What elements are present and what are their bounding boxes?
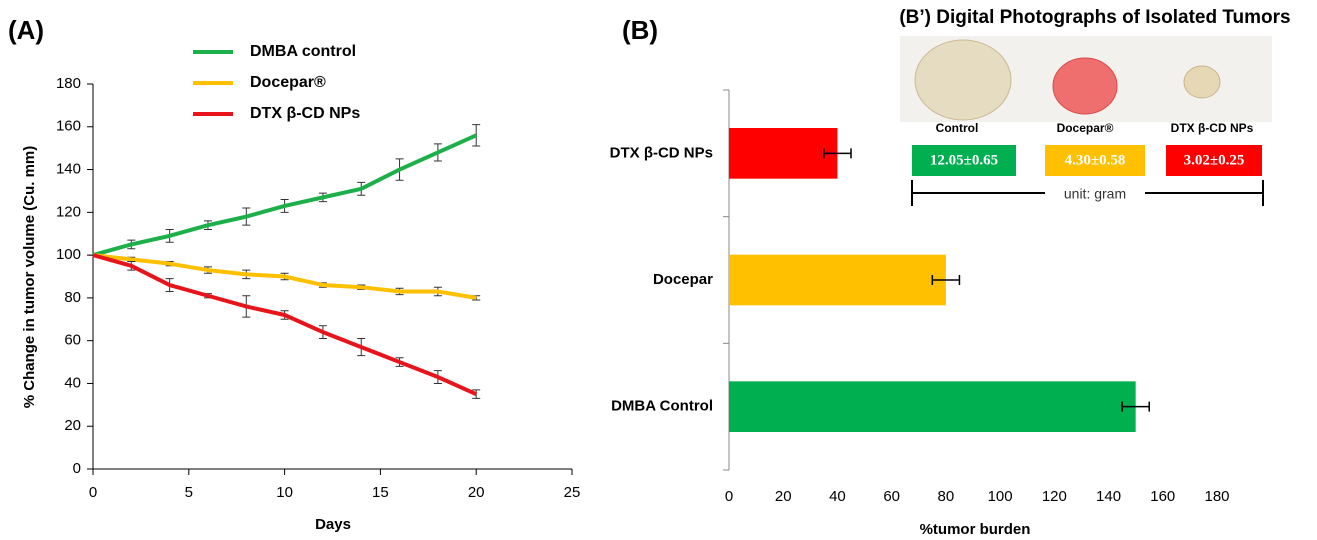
panel-label: (B) bbox=[622, 15, 658, 45]
tumor-photo bbox=[1184, 66, 1220, 98]
y-tick-label: DMBA Control bbox=[611, 398, 713, 415]
y-tick-label: 20 bbox=[64, 417, 81, 434]
weight-label: 3.02±0.25 bbox=[1184, 152, 1245, 168]
x-tick-label: 140 bbox=[1096, 488, 1121, 505]
x-tick-label: 5 bbox=[185, 484, 193, 501]
x-tick-label: 0 bbox=[725, 488, 733, 505]
legend-label: DTX β-CD NPs bbox=[250, 105, 360, 122]
x-tick-label: 20 bbox=[775, 488, 792, 505]
series-line bbox=[93, 135, 476, 255]
bar bbox=[729, 255, 946, 306]
weight-label: 4.30±0.58 bbox=[1065, 152, 1126, 168]
panel-label: (A) bbox=[8, 15, 44, 45]
x-tick-label: 25 bbox=[564, 484, 581, 501]
legend-label: DMBA control bbox=[250, 43, 356, 60]
photo-label: Control bbox=[936, 121, 979, 135]
y-axis-title: % Change in tumor volume (Cu. mm) bbox=[21, 146, 38, 409]
tumor-photo bbox=[915, 40, 1011, 120]
y-tick-label: Docepar bbox=[653, 271, 713, 288]
x-tick-label: 20 bbox=[468, 484, 485, 501]
legend-label: Docepar® bbox=[250, 74, 326, 91]
unit-label: unit: gram bbox=[1064, 186, 1126, 202]
photo-label: Docepar® bbox=[1057, 121, 1114, 135]
y-tick-label: 160 bbox=[56, 118, 81, 135]
y-tick-label: 180 bbox=[56, 75, 81, 92]
weight-label: 12.05±0.65 bbox=[930, 152, 998, 168]
x-tick-label: 0 bbox=[89, 484, 97, 501]
y-tick-label: 60 bbox=[64, 332, 81, 349]
bar bbox=[729, 381, 1136, 432]
tumor-photo bbox=[1053, 58, 1117, 114]
y-tick-label: 120 bbox=[56, 203, 81, 220]
x-tick-label: 80 bbox=[938, 488, 955, 505]
y-tick-label: 80 bbox=[64, 289, 81, 306]
x-tick-label: 120 bbox=[1042, 488, 1067, 505]
x-tick-label: 180 bbox=[1204, 488, 1229, 505]
x-axis-title: %tumor burden bbox=[920, 521, 1031, 538]
figure: (A) (B) Days % Change in tumor volume (C… bbox=[0, 0, 1317, 540]
photo-title: (B’) Digital Photographs of Isolated Tum… bbox=[899, 7, 1290, 28]
x-tick-label: 40 bbox=[829, 488, 846, 505]
x-axis-title: Days bbox=[315, 516, 351, 533]
y-tick-label: 100 bbox=[56, 246, 81, 263]
bar bbox=[729, 128, 837, 179]
x-tick-label: 160 bbox=[1150, 488, 1175, 505]
x-tick-label: 100 bbox=[988, 488, 1013, 505]
y-tick-label: 0 bbox=[73, 460, 81, 477]
y-tick-label: 40 bbox=[64, 374, 81, 391]
y-tick-label: DTX β-CD NPs bbox=[610, 144, 713, 161]
y-tick-label: 140 bbox=[56, 161, 81, 178]
photo-label: DTX β-CD NPs bbox=[1171, 121, 1254, 135]
x-tick-label: 60 bbox=[883, 488, 900, 505]
x-tick-label: 10 bbox=[276, 484, 293, 501]
x-tick-label: 15 bbox=[372, 484, 389, 501]
